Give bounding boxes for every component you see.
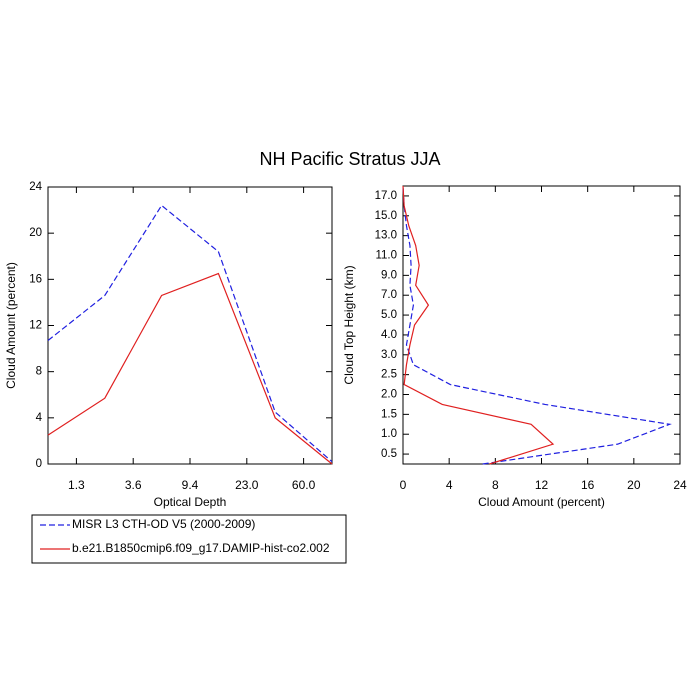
y-tick-label: 20 <box>29 227 42 239</box>
x-tick-label: 16 <box>581 478 595 492</box>
plot-frame <box>47 186 333 465</box>
series-line <box>47 272 333 465</box>
y-tick-label: 11.0 <box>375 250 397 262</box>
y-axis-label: Cloud Top Height (km) <box>342 265 356 384</box>
x-axis-label: Optical Depth <box>154 495 227 509</box>
y-tick-label: 16 <box>29 273 42 285</box>
plot-frame <box>402 185 681 465</box>
y-axis-label: Cloud Amount (percent) <box>4 262 18 389</box>
y-tick-label: 0 <box>36 458 42 470</box>
x-tick-label: 23.0 <box>235 478 259 492</box>
x-tick-label: 24 <box>673 478 687 492</box>
y-tick-label: 2.5 <box>381 369 397 381</box>
x-tick-label: 8 <box>492 478 499 492</box>
y-tick-label: 3.0 <box>381 349 397 361</box>
y-tick-label: 8 <box>36 366 42 378</box>
legend-label: MISR L3 CTH-OD V5 (2000-2009) <box>72 517 255 531</box>
x-axis-label: Cloud Amount (percent) <box>478 495 605 509</box>
x-tick-label: 1.3 <box>68 478 85 492</box>
series-line <box>402 185 672 465</box>
y-tick-label: 4 <box>36 412 43 424</box>
y-tick-label: 12 <box>29 320 42 332</box>
y-tick-label: 2.0 <box>381 389 397 401</box>
y-tick-label: 9.0 <box>381 269 397 281</box>
y-tick-label: 1.0 <box>381 428 397 440</box>
y-tick-label: 15.0 <box>375 210 397 222</box>
y-tick-label: 17.0 <box>375 190 397 202</box>
y-tick-label: 24 <box>29 181 42 193</box>
x-tick-label: 60.0 <box>292 478 316 492</box>
series-line <box>402 185 555 465</box>
series-line <box>47 204 333 463</box>
y-tick-label: 7.0 <box>381 289 397 301</box>
y-tick-label: 0.5 <box>381 448 397 460</box>
x-tick-label: 3.6 <box>125 478 142 492</box>
x-tick-label: 4 <box>446 478 453 492</box>
x-tick-label: 20 <box>627 478 641 492</box>
y-tick-label: 13.0 <box>375 230 397 242</box>
chart-title: NH Pacific Stratus JJA <box>259 149 440 169</box>
y-tick-label: 5.0 <box>381 309 397 321</box>
x-tick-label: 12 <box>535 478 549 492</box>
x-tick-label: 0 <box>400 478 407 492</box>
legend-box <box>31 514 347 564</box>
legend-label: b.e21.B1850cmip6.f09_g17.DAMIP-hist-co2.… <box>72 541 330 555</box>
y-tick-label: 1.5 <box>381 408 397 420</box>
x-tick-label: 9.4 <box>182 478 199 492</box>
y-tick-label: 4.0 <box>381 329 397 341</box>
